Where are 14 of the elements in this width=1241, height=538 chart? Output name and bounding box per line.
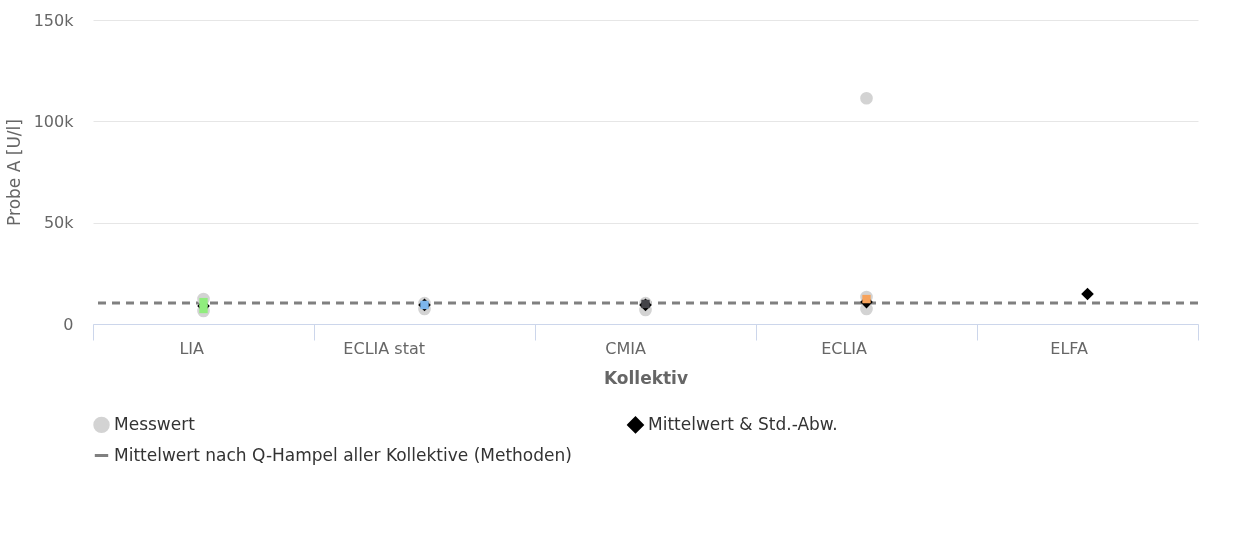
y-tick-label: 100k — [33, 111, 75, 131]
y-tick-label: 150k — [33, 10, 75, 30]
y-tick-label: 50k — [43, 213, 75, 233]
x-tick-label: ECLIA stat — [343, 338, 425, 358]
x-tick-label: ELFA — [1050, 338, 1089, 358]
y-tick-label: 0 — [63, 314, 74, 334]
x-tick-label: CMIA — [605, 338, 647, 358]
y-axis-title: Probe A [U/l] — [3, 119, 24, 226]
x-axis-title: Kollektiv — [603, 367, 689, 388]
legend-label: Mittelwert & Std.-Abw. — [648, 413, 838, 434]
legend-label: Messwert — [114, 413, 196, 434]
legend-label: Mittelwert nach Q-Hampel aller Kollektive (Methoden) — [114, 444, 572, 465]
x-tick-label: ECLIA — [821, 338, 868, 358]
x-tick-label: LIA — [179, 338, 205, 358]
